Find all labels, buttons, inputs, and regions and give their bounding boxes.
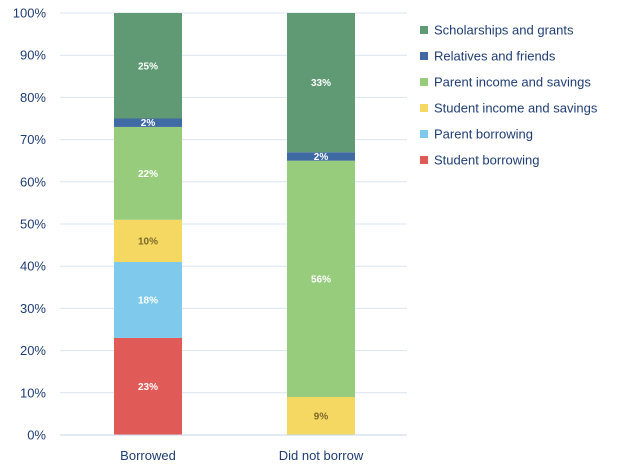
data-label: 10% <box>138 236 158 247</box>
data-label: 23% <box>138 382 158 393</box>
legend-swatch <box>420 156 428 164</box>
data-label: 22% <box>138 169 158 180</box>
bar-segment <box>114 13 182 119</box>
bar-segment <box>287 160 355 398</box>
x-axis: Borrowed Did not borrow <box>60 434 407 463</box>
legend-swatch <box>420 78 428 86</box>
data-label: 2% <box>141 118 156 129</box>
x-tick-label: Did not borrow <box>279 448 364 463</box>
legend-entry: Parent borrowing <box>434 127 533 142</box>
y-tick-label: 40% <box>20 259 46 274</box>
legend-swatch <box>420 52 428 60</box>
data-label: 33% <box>311 78 331 89</box>
y-tick-label: 60% <box>20 174 46 189</box>
legend-entry: Student borrowing <box>434 153 540 168</box>
bar-segment <box>287 13 355 153</box>
y-tick-label: 20% <box>20 343 46 358</box>
y-tick-label: 0% <box>27 428 46 443</box>
data-label: 56% <box>311 274 331 285</box>
bars: 23% 18% 10% 22% 2% 25% 9% 56% 2% 33% <box>114 13 355 435</box>
bar-segment <box>114 118 182 127</box>
legend-swatch <box>420 130 428 138</box>
y-tick-label: 80% <box>20 90 46 105</box>
data-label: 9% <box>314 412 329 423</box>
bar-segment <box>114 261 182 338</box>
y-tick-label: 100% <box>13 6 47 21</box>
bar-segment <box>114 337 182 435</box>
bar-segment <box>114 219 182 262</box>
legend-entry: Scholarships and grants <box>434 23 574 38</box>
legend: Scholarships and grants Relatives and fri… <box>420 23 598 168</box>
legend-entry: Student income and savings <box>434 101 598 116</box>
legend-swatch <box>420 104 428 112</box>
bar-segment <box>287 397 355 435</box>
bar-segment <box>287 152 355 161</box>
legend-entry: Relatives and friends <box>434 49 556 64</box>
y-tick-label: 90% <box>20 48 46 63</box>
legend-swatch <box>420 26 428 34</box>
legend-entry: Parent income and savings <box>434 75 591 90</box>
data-label: 18% <box>138 295 158 306</box>
x-tick-label: Borrowed <box>120 448 176 463</box>
y-axis: 0% 10% 20% 30% 40% 50% 60% 70% 80% 90% 100% <box>13 6 47 443</box>
y-tick-label: 10% <box>20 385 46 400</box>
data-label: 2% <box>314 152 329 163</box>
y-tick-label: 70% <box>20 132 46 147</box>
bar-segment <box>114 126 182 220</box>
data-label: 25% <box>138 61 158 72</box>
y-tick-label: 30% <box>20 301 46 316</box>
y-tick-label: 50% <box>20 217 46 232</box>
